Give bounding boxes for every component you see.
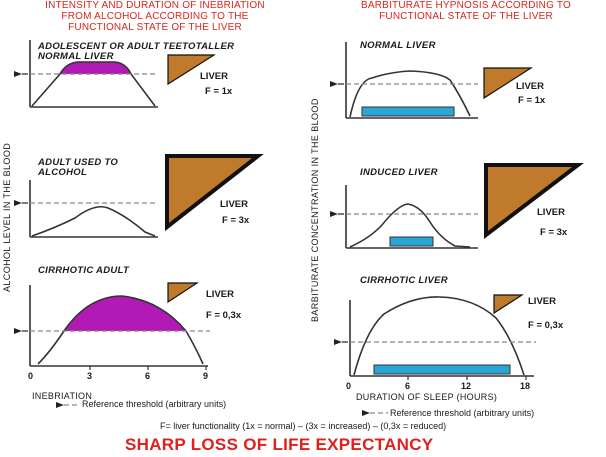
threshold-marker-icon [334, 339, 348, 345]
right-panel-3-axes [349, 300, 534, 377]
liver-functionality-footnote: F= liver functionality (1x = normal) – (… [160, 421, 447, 431]
left-panel-3-fill [64, 296, 186, 331]
left-panel-2-axes [29, 180, 158, 238]
left-panel-1-label: ADOLESCENT OR ADULT TEETOTALLER NORMAL L… [38, 41, 235, 62]
left-panel-1-liver: LIVER [200, 71, 228, 82]
left-tick-9: 9 [203, 371, 209, 381]
left-threshold-legend: Reference threshold (arbitrary units) [82, 399, 227, 409]
right-panel-1-sleep-bar [361, 106, 455, 117]
right-panel-2-sleep-bar [389, 236, 434, 247]
right-tick-0: 0 [346, 381, 352, 391]
right-panel-2-liver: LIVER [537, 207, 565, 218]
threshold-marker-icon [330, 211, 344, 217]
right-panel-1-curve [349, 70, 471, 118]
right-x-ticks [407, 376, 527, 380]
right-x-axis-title: DURATION OF SLEEP (HOURS) [356, 392, 498, 402]
left-panel-2-label: ADULT USED TO ALCOHOL [38, 157, 119, 178]
left-x-axis-title: INEBRIATION [32, 391, 93, 401]
threshold-marker-icon [14, 71, 28, 77]
right-title: BARBITURATE HYPNOSIS ACCORDING TO FUNCTI… [361, 0, 571, 22]
right-tick-18: 18 [520, 381, 531, 391]
liver-triangle-icon [167, 282, 200, 304]
left-tick-6: 6 [145, 371, 151, 381]
left-tick-0: 0 [28, 371, 34, 381]
conclusion-banner: SHARP LOSS OF LIFE EXPECTANCY [125, 435, 434, 454]
right-panel-2-factor: F = 3x [540, 227, 568, 238]
right-tick-6: 6 [405, 381, 411, 391]
liver-triangle-icon [165, 154, 264, 232]
right-panel-1-liver: LIVER [516, 81, 544, 92]
right-panel-3-curve [353, 296, 525, 376]
left-panel-2-liver: LIVER [220, 199, 248, 210]
right-tick-12: 12 [461, 381, 472, 391]
left-tick-3: 3 [87, 371, 93, 381]
left-title: INTENSITY AND DURATION OF INEBRIATION FR… [45, 0, 265, 33]
threshold-legend-icon [362, 410, 388, 416]
left-panel-1-factor: F = 1x [205, 86, 233, 97]
right-panel-3-liver: LIVER [528, 296, 556, 307]
left-panel-2-curve [31, 205, 156, 237]
left-x-ticks [89, 366, 207, 370]
left-panel-1-fill [60, 62, 131, 74]
left-panel-3-axes [29, 285, 208, 367]
threshold-legend-icon [56, 402, 80, 408]
right-panel-1-label: NORMAL LIVER [360, 40, 436, 51]
right-panel-1-axes [345, 42, 478, 119]
threshold-marker-icon [330, 81, 344, 87]
right-panel-3-label: CIRRHOTIC LIVER [360, 275, 448, 286]
left-y-axis-title: ALCOHOL LEVEL IN THE BLOOD [2, 142, 12, 292]
right-panel-1-factor: F = 1x [518, 95, 546, 106]
left-panel-3-factor: F = 0,3x [206, 310, 242, 321]
left-panel-3-curve [37, 295, 204, 365]
right-panel-2-axes [345, 185, 478, 249]
liver-triangle-icon [167, 54, 217, 86]
right-panel-3-factor: F = 0,3x [528, 320, 564, 331]
left-panel-3-label: CIRRHOTIC ADULT [38, 265, 130, 276]
threshold-marker-icon [14, 328, 28, 334]
right-panel-2-curve [349, 203, 471, 248]
right-panel-3-sleep-bar [373, 364, 511, 375]
left-panel-1-curve [31, 61, 156, 107]
right-threshold-legend: Reference threshold (arbitrary units) [390, 408, 535, 418]
liver-triangle-icon [484, 163, 584, 240]
right-y-axis-title: BARBITURATE CONCENTRATION IN THE BLOOD [310, 98, 320, 322]
right-panel-2-label: INDUCED LIVER [360, 167, 438, 178]
liver-triangle-icon [483, 67, 534, 100]
threshold-marker-icon [14, 200, 28, 206]
left-panel-3-liver: LIVER [206, 289, 234, 300]
left-panel-2-factor: F = 3x [222, 215, 250, 226]
liver-triangle-icon [493, 294, 525, 315]
